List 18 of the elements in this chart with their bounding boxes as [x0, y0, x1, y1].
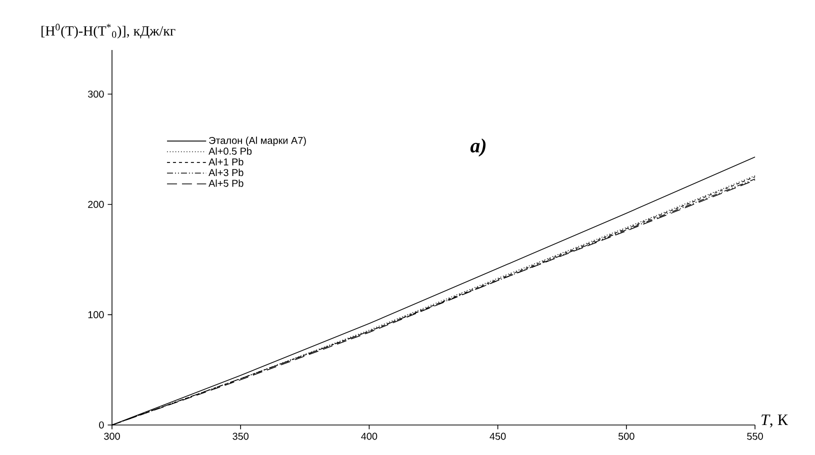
- y-tick-label: 0: [99, 421, 104, 429]
- legend-label: Al+3 Pb: [208, 168, 244, 176]
- x-tick-label: 350: [232, 432, 249, 440]
- x-tick-label: 500: [618, 432, 634, 440]
- x-tick-label: 450: [490, 432, 506, 440]
- legend-label: Al+1 Pb: [208, 158, 244, 166]
- annotation: a): [470, 138, 486, 157]
- y-tick-label: 300: [88, 90, 104, 98]
- x-tick-label: 550: [747, 432, 763, 440]
- x-tick-label: 400: [361, 432, 378, 440]
- legend-label: Al+5 Pb: [208, 180, 244, 187]
- legend-label: Al+0.5 Pb: [208, 147, 252, 155]
- x-tick-label: 300: [104, 432, 120, 440]
- y-axis-title: [H$^{0}$(T)-H(T$^{*}$$_{0}$)], кДж/кг: [42, 24, 176, 38]
- y-tick-label: 100: [88, 311, 104, 318]
- legend-label: Эталон (Al марки A7): [209, 136, 306, 146]
- x-axis-title: T, К: [762, 414, 788, 428]
- y-tick-label: 200: [88, 200, 104, 208]
